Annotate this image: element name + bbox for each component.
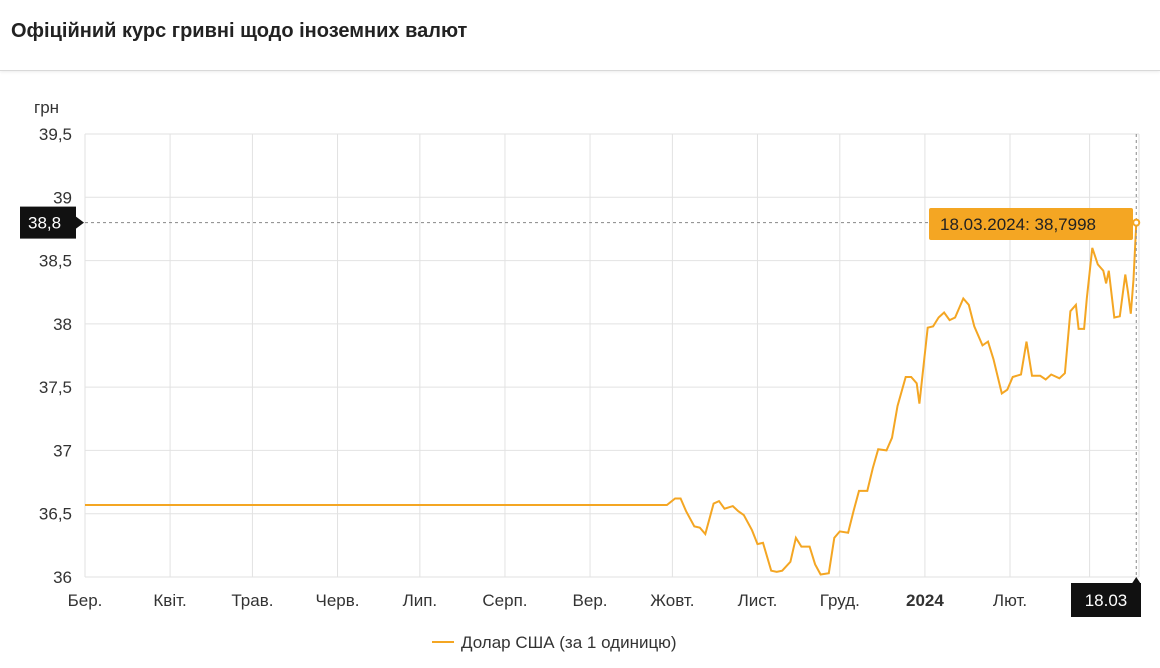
chart-grid (84, 133, 1140, 578)
x-tick-label: Лют. (993, 591, 1027, 610)
x-tick-label: 2024 (906, 591, 944, 610)
y-tick-label: 38,5 (39, 252, 72, 271)
tooltip: 18.03.2024: 38,7998 (929, 208, 1133, 240)
x-axis-ticks: Бер. Квіт. Трав. Черв. Лип. Серп. Вер. Жовт. Лис… (68, 591, 1107, 610)
x-tick-label: Груд. (820, 591, 860, 610)
y-tick-label: 36 (53, 568, 72, 587)
y-tick-label: 37,5 (39, 378, 72, 397)
x-tick-label: Вер. (573, 591, 608, 610)
legend[interactable]: Долар США (за 1 одиницю) (432, 633, 677, 652)
y-tick-label: 38 (53, 315, 72, 334)
x-tick-label: Лип. (403, 591, 438, 610)
x-tick-label: Серп. (482, 591, 527, 610)
y-tick-label: 36,5 (39, 505, 72, 524)
crosshair-y-marker: 38,8 (20, 206, 84, 239)
hover-point (1132, 218, 1141, 227)
x-tick-label: Квіт. (153, 591, 186, 610)
x-tick-label: Черв. (316, 591, 360, 610)
y-tick-label: 39,5 (39, 125, 72, 144)
x-tick-label: Жовт. (650, 591, 694, 610)
page-title: Офіційний курс гривні щодо іноземних вал… (11, 20, 468, 42)
y-axis-label: грн (34, 98, 59, 117)
y-tick-label: 39 (53, 188, 72, 207)
crosshair-x-label: 18.03 (1085, 591, 1128, 610)
x-tick-label: Трав. (231, 591, 273, 610)
usd-rate-line (85, 222, 1138, 576)
crosshair-y-label: 38,8 (28, 214, 61, 233)
header: Офіційний курс гривні щодо іноземних вал… (0, 0, 1160, 71)
y-tick-label: 37 (53, 441, 72, 460)
tooltip-text: 18.03.2024: 38,7998 (940, 215, 1096, 234)
x-tick-label: Лист. (738, 591, 778, 610)
legend-label: Долар США (за 1 одиницю) (461, 633, 677, 652)
x-tick-label: Бер. (68, 591, 103, 610)
y-axis-ticks: 39,5 39 38,5 38 37,5 37 36,5 36 (39, 125, 72, 587)
crosshair-x-marker: 18.03 (1071, 577, 1141, 617)
